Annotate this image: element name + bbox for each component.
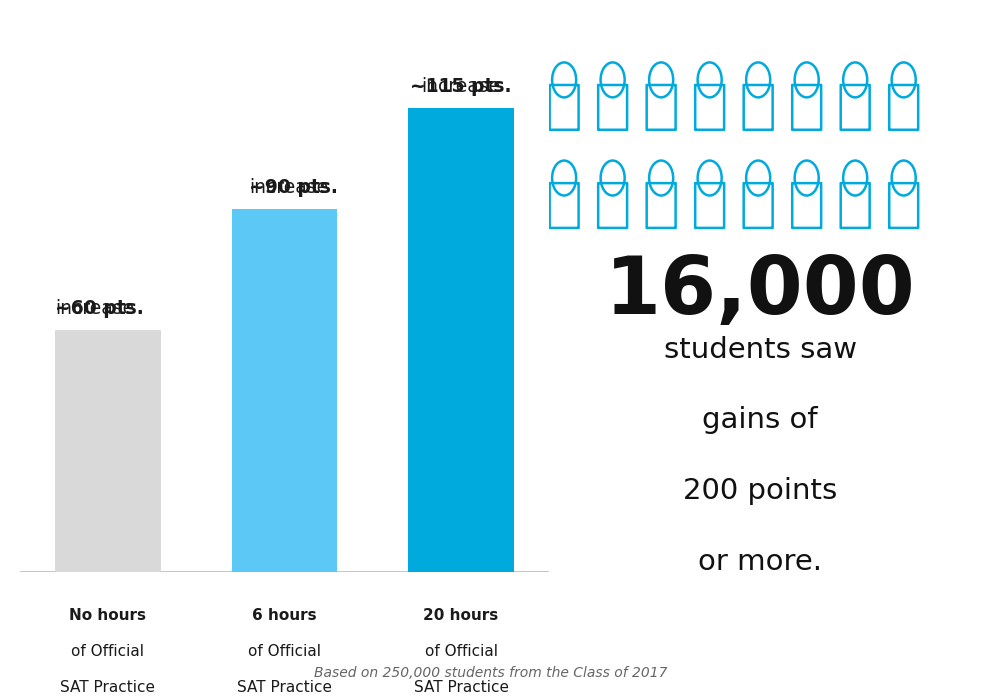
Text: of Official: of Official (72, 644, 144, 659)
Text: increase: increase (249, 155, 329, 197)
Text: of Official: of Official (425, 644, 497, 659)
Bar (408, 109, 514, 572)
Text: students saw: students saw (664, 336, 856, 364)
Text: increase: increase (55, 275, 134, 318)
Text: Based on 250,000 students from the Class of 2017: Based on 250,000 students from the Class… (314, 666, 667, 680)
Bar (55, 330, 161, 572)
Text: SAT Practice: SAT Practice (414, 680, 508, 696)
Text: 20 hours: 20 hours (424, 608, 498, 623)
Text: No hours: No hours (70, 608, 146, 623)
Text: of Official: of Official (248, 644, 321, 659)
Text: 16,000: 16,000 (605, 252, 915, 330)
Text: SAT Practice: SAT Practice (61, 680, 155, 696)
Text: gains of: gains of (702, 406, 818, 434)
Text: SAT Practice: SAT Practice (237, 680, 332, 696)
Text: ~90 pts.: ~90 pts. (249, 178, 338, 197)
Text: increase: increase (422, 54, 500, 96)
Text: ~115 pts.: ~115 pts. (410, 77, 512, 96)
Text: or more.: or more. (698, 548, 822, 576)
Text: 200 points: 200 points (683, 477, 838, 505)
Text: ~60 pts.: ~60 pts. (55, 299, 143, 318)
Bar (232, 209, 337, 572)
Text: 6 hours: 6 hours (252, 608, 317, 623)
